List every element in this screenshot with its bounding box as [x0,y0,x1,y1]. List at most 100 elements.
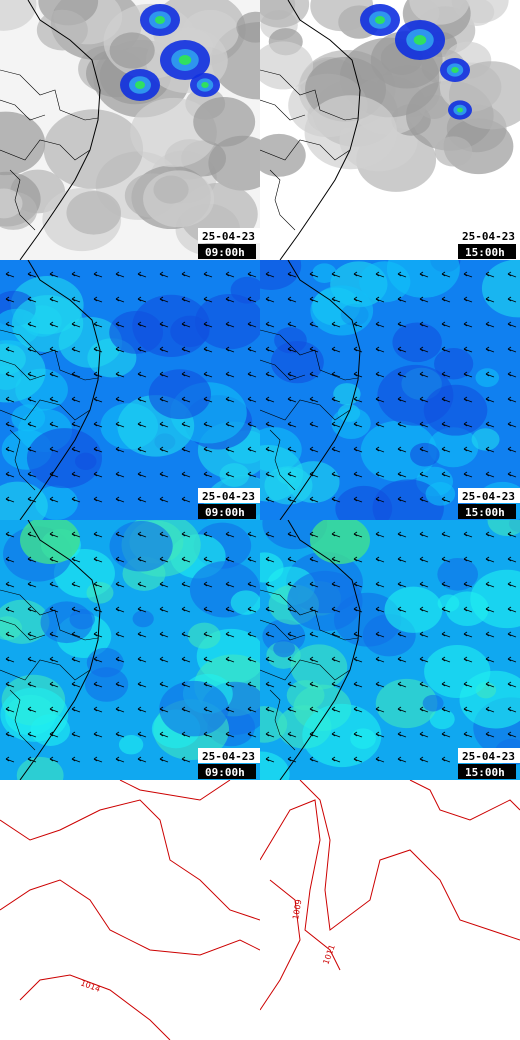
wind-arrow-head [159,421,164,427]
wind-arrow-head [71,606,76,612]
wind-arrow-head [115,606,120,612]
wind-arrow-head [225,271,230,277]
wind-arrow-head [49,296,54,302]
wind-arrow-head [225,321,230,327]
field-patch [433,348,474,380]
field-patch [451,67,459,73]
wind-arrow-head [115,296,120,302]
wind-arrow-head [287,421,292,427]
wind-arrow-head [71,471,76,477]
wind-arrow-head [93,346,98,352]
wind-arrow-head [265,321,270,327]
border [260,619,306,641]
wind-arrow-head [463,371,468,377]
wind-arrow-head [507,706,512,712]
wind-arrow-head [247,631,252,637]
time-box [198,244,256,259]
wind-arrow-head [115,346,120,352]
wind-arrow-head [93,446,98,452]
border [0,619,46,641]
wind-arrow-head [5,446,10,452]
wind-arrow-head [225,731,230,737]
wind-arrow-head [463,681,468,687]
wind-arrow-head [441,371,446,377]
field-patch [375,16,385,24]
map-panel: 25-04-23 15:00h [260,260,520,520]
wind-arrow-head [441,321,446,327]
field-patch [475,368,500,388]
wind-arrow-head [309,446,314,452]
wind-arrow-head [441,656,446,662]
wind-arrow-head [441,581,446,587]
wind-arrow-head [247,346,252,352]
wind-arrow-head [309,681,314,687]
wind-arrow-head [225,681,230,687]
wind-arrow-head [137,421,142,427]
wind-arrow-head [287,296,292,302]
wind-arrow-head [93,531,98,537]
field-patch [0,616,23,641]
wind-arrow-head [93,656,98,662]
wind-arrow-head [419,371,424,377]
wind-arrow-head [265,496,270,502]
wind-arrow-head [375,706,380,712]
wind-arrow-head [507,731,512,737]
wind-arrow-head [93,296,98,302]
wind-arrow-head [287,556,292,562]
wind-arrow-head [5,271,10,277]
field-patch [410,442,440,467]
wind-arrow-head [331,321,336,327]
wind-arrow-head [181,631,186,637]
wind-arrow-head [441,346,446,352]
wind-arrow-head [137,496,142,502]
field-patch [0,481,48,520]
wind-arrow-head [353,346,358,352]
wind-arrow-head [203,531,208,537]
coastline [19,520,101,780]
wind-arrow-head [419,606,424,612]
field-patch [159,680,229,737]
wind-arrow-head [203,471,208,477]
wind-arrow-head [137,271,142,277]
wind-arrow-head [27,656,32,662]
field-patch [26,428,103,489]
wind-arrow-head [71,531,76,537]
date-box [458,748,520,763]
wind-arrow-head [225,371,230,377]
wind-arrow-head [225,556,230,562]
wind-arrow-head [463,531,468,537]
wind-arrow-head [375,471,380,477]
wind-arrow-head [71,556,76,562]
field-patch [428,427,479,468]
wind-arrow-head [137,706,142,712]
wind-arrow-head [507,631,512,637]
wind-arrow-head [137,346,142,352]
wind-arrow-head [375,681,380,687]
wind-arrow-head [463,606,468,612]
wind-arrow-head [485,681,490,687]
wind-arrow-head [419,446,424,452]
wind-arrow-head [49,531,54,537]
wind-arrow-head [441,421,446,427]
wind-arrow-head [27,706,32,712]
field-patch [0,0,37,31]
wind-arrow-head [181,446,186,452]
field-patch [273,639,295,658]
wind-arrow-head [159,296,164,302]
wind-arrow-head [27,321,32,327]
wind-arrow-head [441,396,446,402]
wind-arrow-head [93,396,98,402]
wind-arrow-head [225,631,230,637]
field-patch [286,680,325,711]
wind-arrow-head [287,496,292,502]
wind-arrow-head [225,346,230,352]
wind-arrow-head [27,346,32,352]
wind-arrow-head [265,271,270,277]
wind-arrow-head [507,346,512,352]
wind-arrow-head [441,631,446,637]
wind-arrow-head [71,756,76,762]
wind-arrow-head [5,296,10,302]
wind-arrow-head [287,396,292,402]
isobar [119,780,231,801]
wind-arrow-head [441,296,446,302]
